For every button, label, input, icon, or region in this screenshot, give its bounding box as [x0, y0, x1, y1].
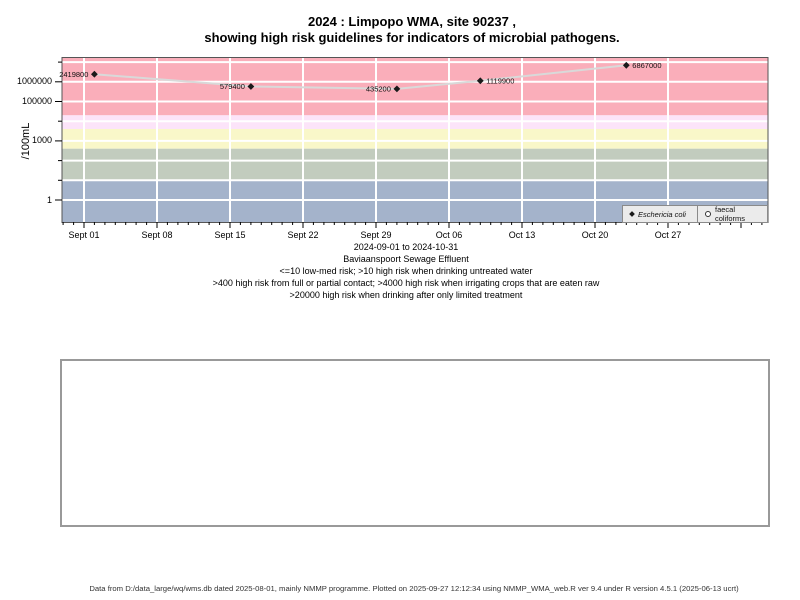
- risk-band-10-400-drinking-untreated: [62, 148, 768, 181]
- plot-panel-border: [61, 57, 769, 223]
- footer-provenance-text: Data from D:/data_large/wq/wms.db dated …: [89, 584, 739, 593]
- data-point-marker: [393, 85, 401, 93]
- site-name-text: Baviaanspoort Sewage Effluent: [343, 254, 469, 264]
- legend-entry-ecoli: Eschericia coli: [623, 206, 697, 222]
- x-axis-tick-label: Oct 06: [435, 230, 463, 240]
- x-axis-tick-label: Sept 01: [68, 230, 100, 240]
- guideline-text-1: <=10 low-med risk; >10 high risk when dr…: [279, 266, 533, 276]
- chart-title-line2: showing high risk guidelines for indicat…: [204, 29, 620, 45]
- data-point-marker: [247, 83, 255, 90]
- guideline-text-2: >400 high risk from full or partial cont…: [212, 278, 600, 288]
- chart-legend: Eschericia coli faecal coliforms: [622, 205, 768, 223]
- data-point-label: 1119900: [486, 76, 514, 85]
- data-point-label: 435200: [366, 85, 391, 94]
- x-axis-tick-label: Sept 15: [214, 230, 246, 240]
- x-axis-tick-label: Sept 29: [360, 230, 392, 240]
- risk-band-400-4000-full-partial-contact: [62, 129, 768, 149]
- legend-label-faecal-coliforms: faecal coliforms: [715, 205, 746, 223]
- guideline-text-3: >20000 high risk when drinking after onl…: [289, 290, 523, 300]
- x-axis-tick-label: Sept 08: [141, 230, 173, 240]
- x-axis-tick-label: Oct 27: [654, 230, 682, 240]
- empty-placeholder-box: [60, 359, 770, 527]
- data-point-label: 579400: [220, 82, 245, 91]
- y-axis-tick-label: 100000: [21, 96, 52, 106]
- y-axis-tick-label: 1000: [31, 135, 52, 145]
- legend-entry-faecal-coliforms: faecal coliforms: [697, 205, 767, 223]
- filled-diamond-icon: [629, 211, 635, 217]
- chart-title-line1: 2024 : Limpopo WMA, site 90237 ,: [307, 14, 517, 29]
- chart-subtitle: 2024-09-01 to 2024-10-31 Baviaanspoort S…: [213, 241, 600, 301]
- open-circle-icon: [705, 211, 711, 217]
- x-axis-tick-label: Sept 22: [287, 230, 319, 240]
- data-point-label: 2419800: [59, 70, 88, 79]
- x-axis-tick-label: Oct 13: [508, 230, 536, 240]
- y-axis-tick-label: 1: [46, 195, 52, 205]
- x-axis-tick-label: Oct 20: [581, 230, 609, 240]
- legend-label-ecoli: Eschericia coli: [638, 209, 686, 219]
- data-point-label: 6867000: [632, 61, 661, 70]
- chart-title: 2024 : Limpopo WMA, site 90237 , showing…: [204, 14, 619, 45]
- date-range-text: 2024-09-01 to 2024-10-31: [353, 242, 459, 252]
- y-axis-tick-label: 1000000: [16, 76, 52, 86]
- risk-band-4000-20000-irrigating-raw-crops: [62, 115, 768, 130]
